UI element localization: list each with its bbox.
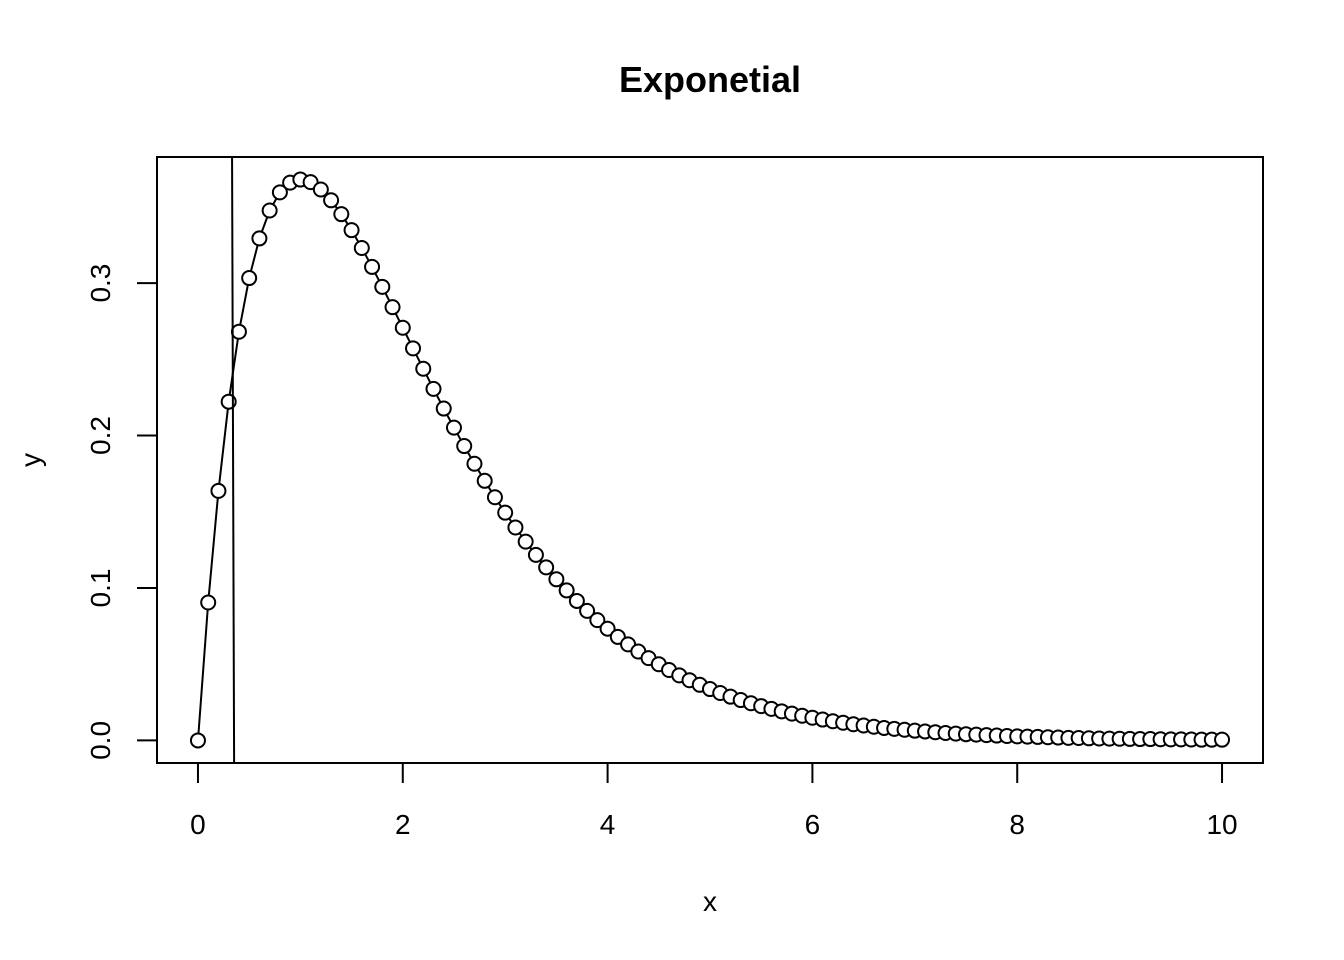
data-point — [374, 278, 391, 295]
data-point — [476, 472, 493, 489]
data-point — [579, 602, 596, 619]
data-point — [527, 546, 544, 563]
data-point — [445, 419, 462, 436]
data-point — [415, 360, 432, 377]
data-point — [538, 559, 555, 576]
data-point — [251, 230, 268, 247]
x-tick-label: 4 — [600, 809, 616, 840]
y-tick-label: 0.0 — [85, 721, 116, 760]
data-point — [200, 594, 217, 611]
data-point — [466, 455, 483, 472]
x-axis-label: x — [703, 886, 717, 917]
data-point — [425, 380, 442, 397]
series-line — [196, 178, 1223, 741]
x-axis: 0 2 4 6 8 10 — [190, 762, 1238, 840]
x-tick-label: 0 — [190, 809, 206, 840]
data-point — [486, 489, 503, 506]
data-point — [333, 206, 350, 223]
data-point — [261, 202, 278, 219]
vertical-line — [231, 156, 236, 764]
x-tick-label: 8 — [1009, 809, 1025, 840]
data-point — [189, 732, 206, 749]
data-point — [507, 519, 524, 536]
data-point — [323, 192, 340, 209]
data-point — [589, 612, 606, 629]
data-point — [1214, 731, 1231, 748]
y-tick-label: 0.3 — [85, 264, 116, 303]
data-point — [497, 504, 514, 521]
data-point — [353, 240, 370, 257]
x-tick-label: 6 — [805, 809, 821, 840]
y-tick-label: 0.1 — [85, 569, 116, 608]
data-point — [343, 222, 360, 239]
data-point — [241, 270, 258, 287]
data-point — [548, 571, 565, 588]
data-point — [384, 299, 401, 316]
plot-area — [189, 156, 1231, 764]
x-tick-label: 10 — [1206, 809, 1237, 840]
y-axis-label: y — [15, 453, 46, 467]
chart-title: Exponetial — [619, 59, 801, 100]
data-point — [558, 582, 575, 599]
x-tick-label: 2 — [395, 809, 411, 840]
data-point — [394, 319, 411, 336]
data-point — [599, 620, 616, 637]
data-point — [312, 181, 329, 198]
data-point — [364, 258, 381, 275]
y-tick-label: 0.2 — [85, 416, 116, 455]
y-axis: 0.0 0.1 0.2 0.3 — [85, 264, 158, 760]
data-point — [568, 592, 585, 609]
data-point — [435, 400, 452, 417]
data-point — [271, 184, 288, 201]
data-point — [517, 533, 534, 550]
data-point — [210, 482, 227, 499]
data-point — [456, 438, 473, 455]
plot-frame — [156, 156, 1264, 764]
data-point — [405, 340, 422, 357]
data-point — [230, 323, 247, 340]
